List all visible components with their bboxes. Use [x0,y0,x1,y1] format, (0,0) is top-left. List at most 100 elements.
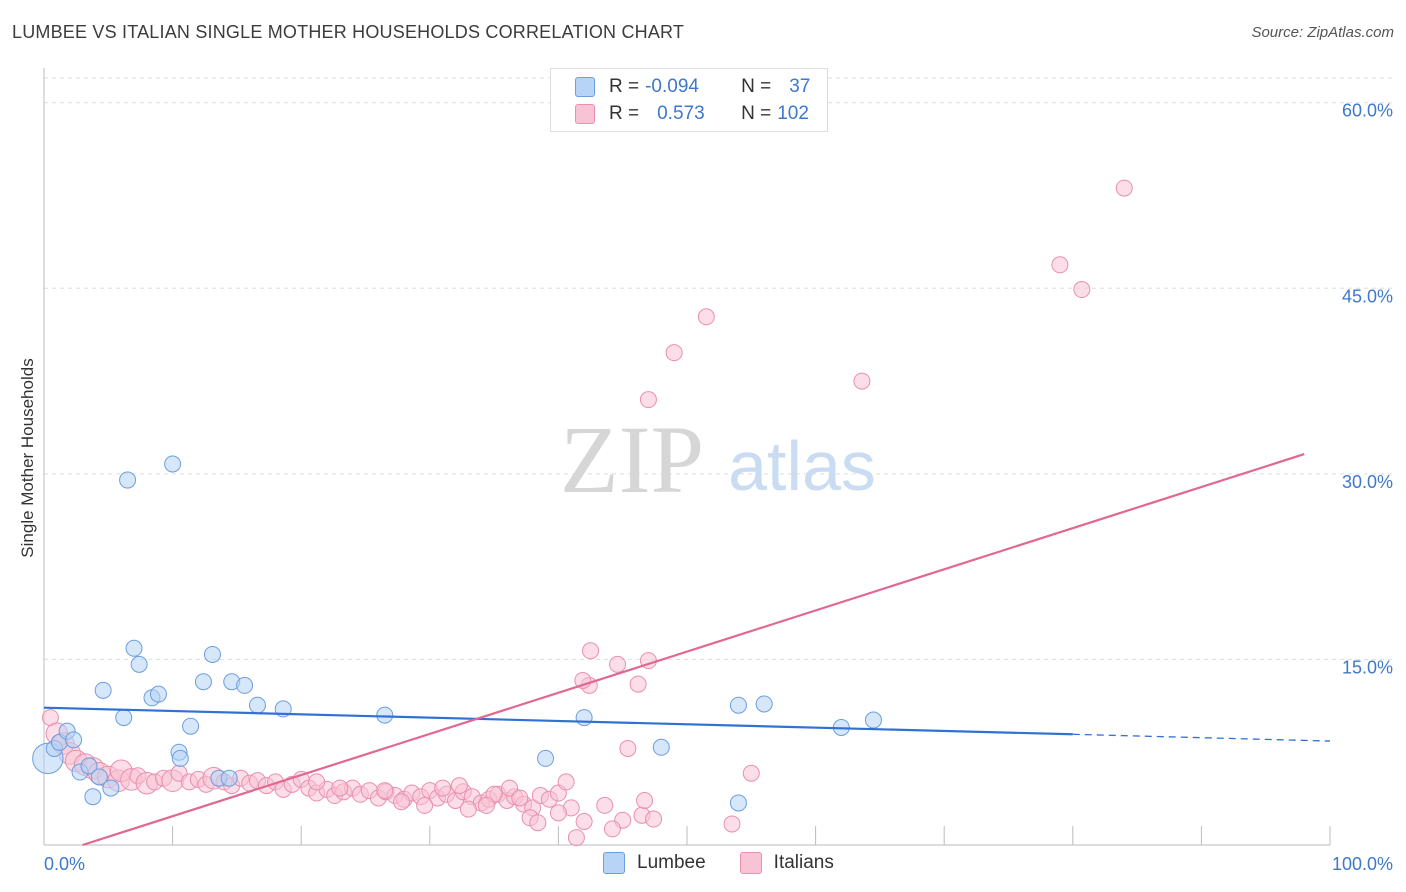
lumbee-point [149,685,167,703]
lumbee-n-value: 37 [789,76,811,97]
watermark: ZIP atlas [560,406,876,513]
italians-point [331,779,349,797]
lumbee-r-value: -0.094 [645,76,699,97]
italians-point [567,829,585,847]
trend-lines [43,453,1331,847]
italians-point [434,779,452,797]
italians-point [477,796,495,814]
y-tick-label: 60.0% [1342,101,1393,121]
lumbee-point [84,788,102,806]
italians-point [1051,256,1069,274]
y-tick-label: 45.0% [1342,286,1393,306]
legend-item-italians: Italians [739,852,834,874]
legend-row-italians: R = 0.573 N = 102 [575,101,809,127]
lumbee-point [164,455,182,473]
source-label: Source: ZipAtlas.com [1251,24,1394,41]
italians-point [742,764,760,782]
italians-r-label: R = [609,103,640,124]
lumbee-point [182,717,200,735]
lumbee-point [194,673,212,691]
lumbee-r-label: R = [609,76,640,97]
italians-point [853,372,871,390]
lumbee-point [130,655,148,673]
lumbee-swatch [575,77,595,97]
italians-point [603,820,621,838]
y-tick-label: 30.0% [1342,472,1393,492]
italians-point [619,740,637,758]
grid-layer [44,77,1395,660]
watermark-atlas: atlas [728,427,876,505]
lumbee-point [729,794,747,812]
lumbee-n-label: N = [741,76,772,97]
italians-legend-label: Italians [773,852,834,873]
lumbee-point [248,696,266,714]
lumbee-point [119,471,137,489]
italians-point [416,796,434,814]
italians-point [529,814,547,832]
lumbee-trend-line [43,706,1073,736]
italians-point [450,777,468,795]
x-tick-label: 100.0% [1332,854,1393,874]
y-axis-label: Single Mother Households [18,358,37,558]
italians-point [636,791,654,809]
lumbee-series [32,455,882,812]
lumbee-point [236,676,254,694]
italians-point [459,800,477,818]
italians-point [629,675,647,693]
italians-point [1115,179,1133,197]
lumbee-point [102,779,120,797]
legend-item-lumbee: Lumbee [603,852,706,874]
lumbee-point [376,706,394,724]
italians-point [639,391,657,409]
lumbee-point [537,749,555,767]
italians-point [596,796,614,814]
watermark-zip: ZIP [560,406,704,513]
lumbee-point [171,749,189,767]
tick-labels: 15.0% 30.0% 45.0% 60.0% 0.0% 100.0% [44,101,1393,874]
italians-point [308,773,326,791]
italians-point [723,815,741,833]
italians-point [645,810,663,828]
italians-point [501,779,519,797]
italians-swatch [575,104,595,124]
italians-series [41,179,1133,847]
italians-point [549,804,567,822]
italians-point [557,773,575,791]
italians-point [609,655,627,673]
lumbee-legend-swatch [603,852,625,874]
lumbee-point [65,731,83,749]
italians-trend-line [82,453,1305,847]
italians-n-label: N = [741,103,772,124]
lumbee-point [575,709,593,727]
italians-point [697,308,715,326]
italians-point [582,642,600,660]
lumbee-point [729,696,747,714]
italians-point [376,782,394,800]
italians-point [665,344,683,362]
italians-n-value: 102 [777,103,809,124]
lumbee-trend-extension [1072,733,1331,742]
correlation-legend: R = -0.094 N = 37 R = 0.573 N = 102 [550,68,828,132]
lumbee-point [652,738,670,756]
italians-point [1073,281,1091,299]
lumbee-point [220,769,238,787]
legend-row-lumbee: R = -0.094 N = 37 [575,74,810,100]
lumbee-point [755,695,773,713]
lumbee-point [864,711,882,729]
italians-point [511,789,529,807]
italians-point [393,793,411,811]
lumbee-point [203,645,221,663]
lumbee-point [90,768,108,786]
chart-title: LUMBEE VS ITALIAN SINGLE MOTHER HOUSEHOL… [12,22,685,42]
italians-r-value: 0.573 [657,103,705,124]
lumbee-point [125,639,143,657]
series-legend: Lumbee Italians [603,852,868,874]
italians-legend-swatch [739,852,762,874]
italians-point [575,812,593,830]
lumbee-point [94,681,112,699]
y-tick-label: 15.0% [1342,657,1393,677]
lumbee-legend-label: Lumbee [637,852,706,873]
lumbee-point [115,709,133,727]
axes-layer [43,68,1331,846]
